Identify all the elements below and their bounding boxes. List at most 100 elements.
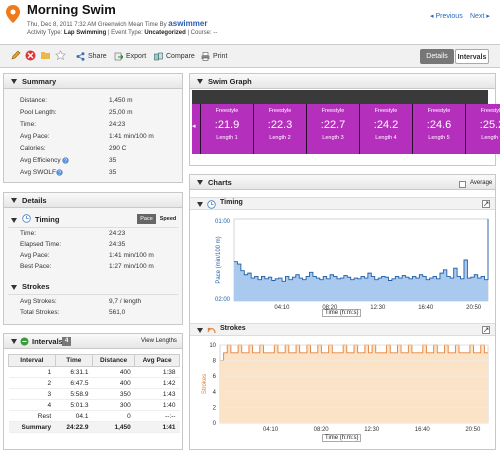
strokes-x-axis-select[interactable]: Time (h:m:s) [322,434,362,442]
table-cell: 1:40 [134,399,180,411]
next-link[interactable]: Next ▸ [470,13,490,20]
collapse-icon[interactable] [11,198,17,203]
y-tick-label: 6 [213,374,217,380]
export-icon [114,52,123,61]
summary-panel: Summary Distance: 1,450 m Pool Length: 25,0… [3,73,183,183]
strokes-chart: 04:10 08:20 12:30 16:40 20:50 Strokes 0 2 4 6 8 10 [202,343,489,433]
share-icon [76,52,85,61]
collapse-icon[interactable] [11,79,17,84]
swim-graph-area: ◂ Freestyle:21.9 Length 1 Freestyle:22.3 Le… [192,90,500,154]
summary-label: Distance: [20,97,48,104]
scroll-left-icon[interactable]: ◂ [192,123,196,130]
table-cell: 400 [92,377,135,389]
details-tab[interactable]: Details [420,49,454,64]
summary-value: 35 [109,169,117,176]
lap-cell[interactable]: Freestyle:21.9 Length 1 [200,104,253,154]
delete-icon[interactable] [25,50,36,61]
export-button[interactable]: Export [114,52,146,61]
average-checkbox[interactable] [459,181,466,188]
timing-label: Avg Pace: [20,252,50,259]
timing-chart-header[interactable]: Timing [190,197,495,210]
lap-stroke: Freestyle [321,108,345,114]
speed-toggle[interactable]: Speed [159,216,177,222]
collapse-icon[interactable] [197,202,203,207]
strokes-collapse-icon[interactable] [11,285,17,290]
user-link[interactable]: aswimmer [168,19,208,28]
compare-label: Compare [166,53,195,60]
intervals-panel: Intervals 4 View Lengths Interval Time Dis… [3,333,183,450]
summary-label: Pool Length: [20,109,57,116]
lap-length: Length 4 [375,135,397,141]
lap-cell[interactable]: Freestyle:25.2 Length 6 [465,104,500,154]
table-header-row: Interval Time Distance Avg Pace [8,354,180,367]
timing-collapse-icon[interactable] [11,218,17,223]
charts-title: Charts [208,178,232,187]
charts-panel: Charts Average Timing 04:10 08:20 12:30 16:… [189,174,496,450]
intervals-header[interactable]: Intervals 4 View Lengths [4,334,182,349]
charts-header[interactable]: Charts [190,175,495,190]
column-header[interactable]: Avg Pace [134,354,180,367]
share-button[interactable]: Share [76,52,107,61]
intervals-tab[interactable]: Intervals [455,49,489,64]
activity-title: Morning Swim [27,2,116,17]
compare-button[interactable]: Compare [154,52,195,61]
previous-link[interactable]: ◂ Previous [430,13,463,20]
help-icon[interactable]: ? [62,157,69,164]
activity-type-value[interactable]: Lap Swimming [63,30,107,36]
details-header[interactable]: Details [4,193,182,208]
lap-cell[interactable]: Freestyle:22.7 Length 3 [306,104,359,154]
lap-time: :21.9 [214,119,240,131]
lap-time: :24.6 [426,119,452,131]
print-label: Print [213,53,228,60]
print-button[interactable]: Print [201,52,227,61]
table-row[interactable]: Rest 04.1 0 --:-- [8,410,180,422]
timing-x-axis-select[interactable]: Time (h:m:s) [322,309,362,317]
star-icon[interactable] [55,50,66,61]
average-label: Average [470,180,493,186]
lap-length: Length 6 [481,135,500,141]
intervals-icon [20,337,29,346]
column-header[interactable]: Time [54,354,93,367]
summary-header[interactable]: Summary [4,74,182,89]
table-row[interactable]: 2 6:47.5 400 1:42 [8,377,180,389]
table-cell: 1:42 [134,377,180,389]
table-row[interactable]: 4 5:01.3 300 1:40 [8,399,180,411]
swim-graph-header[interactable]: Swim Graph [190,74,495,89]
strokes-label: Total Strokes: [20,309,60,316]
lap-cell[interactable]: Freestyle:22.3 Length 2 [253,104,306,154]
column-header[interactable]: Interval [8,354,56,367]
lap-cell[interactable]: Freestyle:24.2 Length 4 [359,104,412,154]
table-row[interactable]: 3 5:58.9 350 1:43 [8,388,180,400]
table-row[interactable]: 1 6:31.1 400 1:38 [8,366,180,378]
collapse-icon[interactable] [197,180,203,185]
view-lengths-link[interactable]: View Lengths [141,338,177,344]
expand-icon[interactable] [482,200,490,208]
timing-value: 1:41 min/100 m [109,252,154,259]
y-tick-label: 10 [209,343,216,349]
table-cell: 1:43 [134,388,180,400]
lap-length: Length 2 [269,135,291,141]
edit-icon[interactable] [10,50,21,61]
help-icon[interactable]: ? [56,169,63,176]
table-cell: 4 [8,399,56,411]
summary-title: Summary [22,77,57,86]
pace-toggle[interactable]: Pace [137,214,156,224]
lap-stroke: Freestyle [374,108,398,114]
strokes-chart-header[interactable]: Strokes [190,323,495,336]
folder-icon[interactable] [40,50,51,61]
lap-cell[interactable]: Freestyle:24.6 Length 5 [412,104,465,154]
event-type-value[interactable]: Uncategorized [144,30,186,36]
table-cell: 1 [8,366,56,378]
summary-label: Time: [20,121,37,128]
column-header[interactable]: Distance [91,354,136,367]
collapse-icon[interactable] [197,328,203,333]
course-label[interactable]: | Course: -- [187,30,218,36]
expand-icon[interactable] [482,326,490,334]
divider [8,294,178,295]
details-panel: Details Timing Pace Speed Time: 24:23 Elap… [3,192,183,325]
collapse-icon[interactable] [11,339,17,344]
activity-meta-line: Activity Type: Lap Swimming | Event Type… [27,30,217,36]
series-line [234,219,489,282]
collapse-icon[interactable] [197,79,203,84]
table-cell: 04.1 [55,410,93,422]
